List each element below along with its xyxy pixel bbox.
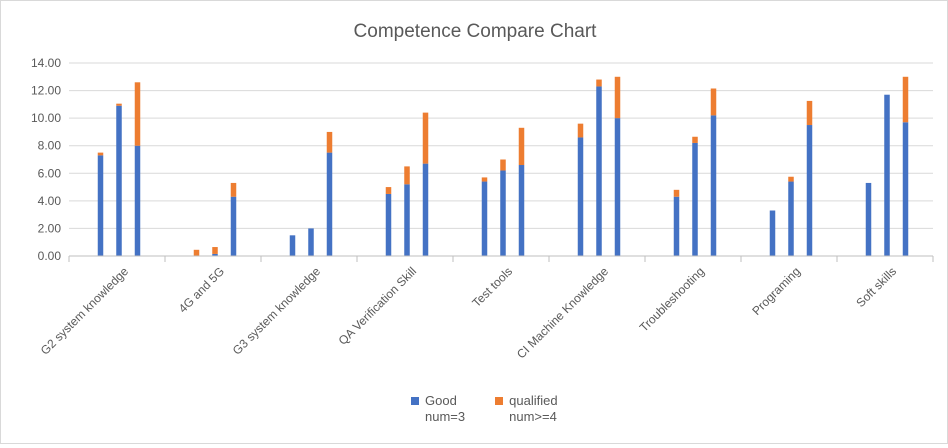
bar-segment-qualified bbox=[577, 123, 584, 138]
bar-segment-qualified bbox=[518, 127, 525, 166]
x-tick-label: Test tools bbox=[469, 264, 515, 310]
bar-segment-qualified bbox=[134, 82, 141, 146]
bar-segment-good bbox=[212, 253, 218, 256]
legend-label-qualified: qualified num>=4 bbox=[509, 393, 558, 424]
bar-segment-qualified bbox=[596, 79, 602, 87]
legend-item-good: Good num=3 bbox=[411, 393, 465, 425]
bar-segment-qualified bbox=[788, 176, 794, 182]
legend: Good num=3 qualified num>=4 bbox=[411, 393, 558, 425]
bar-segment-qualified bbox=[404, 166, 410, 185]
bar-segment-qualified bbox=[710, 88, 717, 116]
x-tick-label: 4G and 5G bbox=[176, 264, 227, 315]
bar-segment-good bbox=[385, 193, 392, 256]
y-tick-label: 12.00 bbox=[31, 84, 61, 98]
bar-segment-good bbox=[596, 86, 602, 256]
bar-segment-good bbox=[769, 210, 776, 256]
x-tick-label: Soft skills bbox=[853, 264, 899, 310]
bar-segment-good bbox=[614, 118, 621, 257]
x-tick-label: Troubleshooting bbox=[637, 264, 707, 334]
y-tick-label: 0.00 bbox=[38, 249, 62, 263]
chart-title: Competence Compare Chart bbox=[354, 21, 598, 42]
bar-segment-qualified bbox=[806, 100, 813, 126]
bar-segment-qualified bbox=[614, 76, 621, 119]
bar-segment-good bbox=[788, 181, 794, 256]
x-tick-label: Programing bbox=[749, 264, 803, 318]
bar-segment-good bbox=[806, 125, 813, 257]
bar-segment-good bbox=[710, 115, 717, 256]
bar-segment-good bbox=[884, 94, 890, 256]
bar-segment-good bbox=[97, 155, 104, 256]
bar-segment-good bbox=[577, 137, 584, 256]
bar-segment-good bbox=[404, 184, 410, 256]
legend-swatch-qualified bbox=[495, 397, 504, 405]
x-tick-label: G3 system knowledge bbox=[230, 264, 324, 358]
bar-segment-qualified bbox=[326, 131, 333, 153]
x-tick-label: QA Verification Skill bbox=[336, 264, 419, 347]
y-tick-label: 10.00 bbox=[31, 111, 61, 125]
legend-swatch-good bbox=[411, 397, 419, 405]
bar-segment-good bbox=[308, 228, 314, 256]
bar-segment-good bbox=[289, 235, 296, 256]
bar-segment-good bbox=[116, 105, 122, 256]
bar-segment-qualified bbox=[500, 159, 506, 171]
bar-segment-good bbox=[230, 196, 237, 256]
bar-segment-qualified bbox=[193, 249, 200, 256]
bar-segment-good bbox=[902, 122, 909, 257]
bar-segment-qualified bbox=[212, 247, 218, 254]
bar-segment-qualified bbox=[385, 187, 392, 194]
bar-segment-good bbox=[692, 142, 698, 256]
legend-label-good: Good num=3 bbox=[425, 393, 466, 424]
bar-segment-qualified bbox=[422, 112, 429, 164]
bar-segment-good bbox=[326, 152, 333, 256]
bar-segment-good bbox=[481, 181, 488, 256]
y-tick-label: 6.00 bbox=[38, 166, 62, 180]
legend-item-qualified: qualified num>=4 bbox=[495, 393, 558, 425]
y-tick-label: 2.00 bbox=[38, 221, 62, 235]
y-tick-label: 4.00 bbox=[38, 194, 62, 208]
y-tick-label: 8.00 bbox=[38, 139, 62, 153]
x-tick-label: G2 system knowledge bbox=[38, 264, 132, 358]
bar-segment-qualified bbox=[230, 182, 237, 197]
bar-segment-good bbox=[518, 165, 525, 256]
bar-segment-good bbox=[865, 182, 872, 256]
bar-segment-good bbox=[673, 196, 680, 256]
bar-segment-qualified bbox=[116, 103, 122, 106]
bar-segment-qualified bbox=[902, 76, 909, 123]
x-tick-label: CI Machine Knowledge bbox=[514, 264, 611, 361]
bar-segment-qualified bbox=[481, 177, 488, 182]
bar-segment-good bbox=[422, 163, 429, 256]
bar-segment-qualified bbox=[692, 136, 698, 143]
bar-segment-qualified bbox=[97, 152, 104, 156]
bar-segment-qualified bbox=[673, 189, 680, 197]
bar-segment-good bbox=[134, 145, 141, 256]
bar-segment-good bbox=[500, 170, 506, 256]
y-tick-label: 14.00 bbox=[31, 56, 61, 70]
